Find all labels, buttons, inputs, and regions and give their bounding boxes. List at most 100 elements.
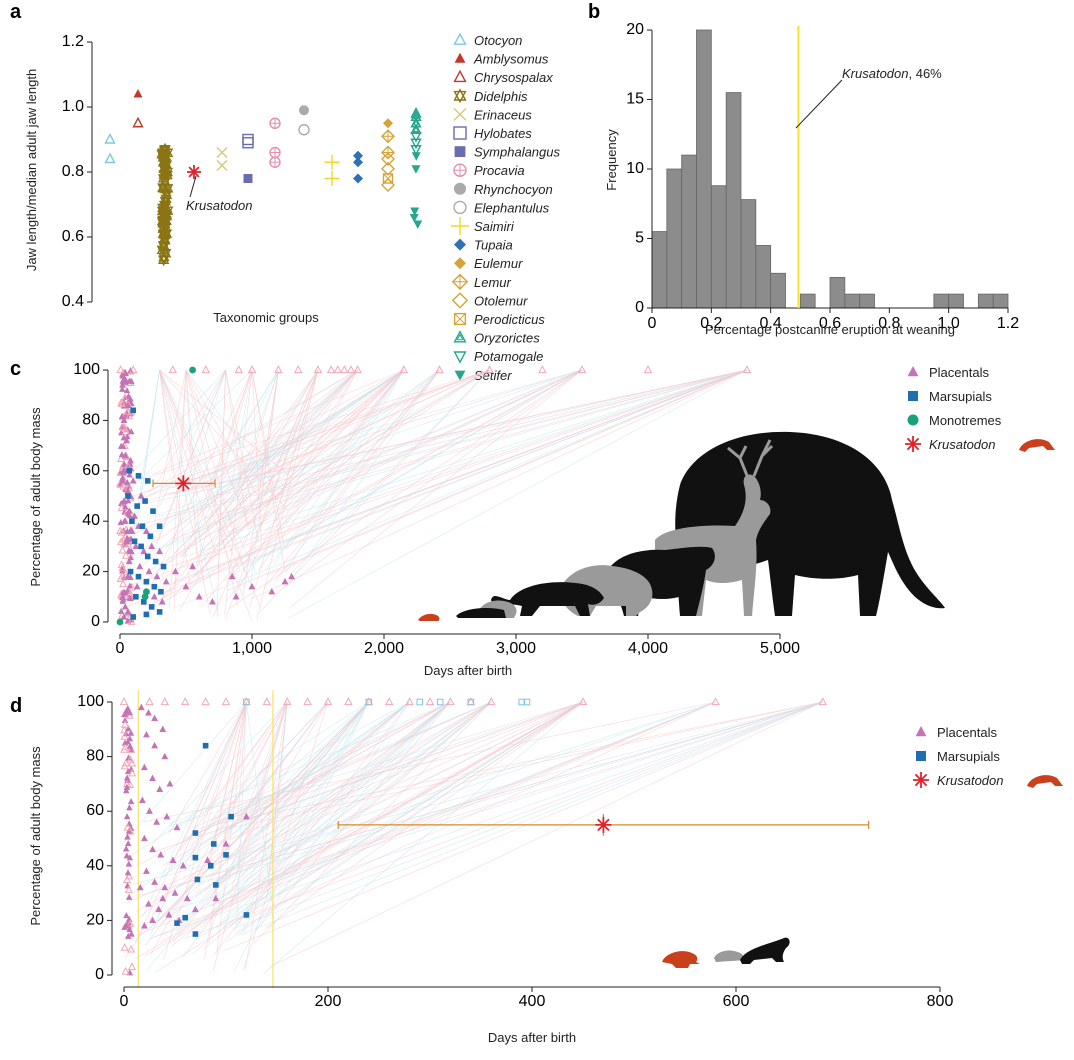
placental-point (128, 930, 135, 937)
marsupial-point (130, 407, 136, 414)
growth-line (225, 369, 259, 543)
placental-point (127, 962, 137, 971)
placental-point (145, 709, 152, 716)
panel-c-x-label: Days after birth (424, 663, 512, 678)
histogram-bar (696, 29, 712, 309)
growth-line (185, 369, 238, 607)
placental-adult-point (145, 697, 154, 706)
growth-line (191, 701, 492, 956)
panel-b-x-tick: 0.4 (760, 315, 782, 332)
growth-line (152, 701, 716, 939)
growth-line (162, 701, 329, 878)
histogram-bar (666, 168, 683, 309)
growth-line (146, 369, 490, 573)
growth-line (224, 369, 253, 615)
growth-line (125, 701, 288, 959)
legend-marker-potamogale (453, 351, 467, 364)
panel-a-y-label: Jaw length/median adult jaw length (24, 69, 39, 271)
data-point-didelphis (159, 182, 171, 196)
growth-line (161, 701, 410, 878)
panel-a-y-tick: 1.0 (62, 98, 84, 115)
growth-line (159, 369, 192, 593)
marsupial-point (134, 503, 140, 509)
growth-line (155, 369, 226, 485)
growth-line (189, 369, 748, 585)
legend-label: Placentals (937, 725, 997, 740)
panel-a-legend: Otocyon Amblysomus Chrysospalax Didelphis Er… (451, 32, 560, 383)
y-tick: 40 (82, 512, 100, 529)
growth-line (254, 701, 716, 916)
marsupial-point (160, 563, 167, 570)
panel-d-silhouettes (662, 937, 790, 968)
growth-line (183, 701, 492, 840)
data-point-setifer (410, 207, 420, 216)
panel-d-points (119, 697, 870, 976)
legend-marker-oryzorictes (453, 330, 467, 343)
panel-b-y-label: Frequency (604, 129, 619, 191)
marsupial-point (130, 614, 136, 620)
panel-b-y-tick: 5 (635, 230, 644, 247)
growth-line (120, 369, 160, 609)
panel-d-vertical-lines (137, 690, 274, 988)
data-point-procavia (269, 156, 281, 168)
growth-line (159, 369, 252, 621)
placental-point (151, 741, 159, 749)
marsupials-legend-icon (908, 391, 918, 401)
growth-line (256, 369, 319, 620)
growth-line (208, 701, 451, 887)
placental-adult-point (180, 697, 190, 706)
cheetah-silhouette (491, 582, 604, 616)
growth-line (289, 369, 490, 576)
growth-line (201, 369, 404, 552)
growth-line (172, 369, 405, 597)
growth-line (132, 369, 583, 620)
data-point-perodicticus (382, 173, 394, 184)
placental-point (119, 593, 127, 600)
marsupial-point (182, 914, 188, 921)
legend-label: Amblysomus (473, 52, 549, 67)
data-point-hylobates (242, 133, 254, 146)
growth-line (206, 369, 279, 489)
krusatodon-legend-icon (905, 436, 921, 452)
placental-point (127, 745, 136, 753)
panel-b-x-tick: 0.2 (700, 315, 722, 332)
placental-point (126, 854, 134, 861)
growth-line (206, 701, 329, 907)
marsupial-point (156, 609, 163, 615)
placental-adult-point (340, 365, 349, 374)
placental-point (143, 730, 150, 738)
placental-point (124, 497, 132, 504)
placental-point (124, 932, 132, 939)
growth-line (137, 701, 410, 939)
placental-point (166, 780, 174, 787)
data-point-procavia (269, 146, 281, 159)
growth-line (232, 701, 823, 930)
placental-adult-point (486, 697, 496, 706)
legend-item-oryzorictes: Oryzorictes (453, 330, 540, 346)
growth-line (176, 369, 490, 545)
marsupial-adult-point (467, 698, 475, 706)
legend-marker-otocyon (453, 32, 467, 45)
marsupial-point (156, 523, 163, 530)
placental-point (125, 557, 133, 565)
placental-point (121, 966, 130, 975)
placental-point (125, 547, 132, 554)
placental-point (118, 571, 127, 580)
placental-point (145, 900, 152, 907)
x-tick: 3,000 (496, 640, 536, 657)
legend-label: Chrysospalax (474, 70, 553, 85)
placental-point (171, 889, 179, 896)
data-point-elephantulus (298, 124, 310, 136)
krusatodon-legend-silhouette (1027, 775, 1063, 788)
growth-line (266, 701, 288, 896)
growth-line (276, 701, 823, 873)
placental-adult-point (323, 697, 333, 706)
placental-point (159, 725, 167, 732)
data-point-didelphis (161, 165, 174, 179)
legend-label: Saimiri (474, 219, 515, 234)
placental-adult-point (346, 365, 356, 374)
growth-line (142, 369, 748, 505)
panel-d-x-label: Days after birth (488, 1030, 576, 1045)
legend-item-monotremes: Monotremes (907, 413, 1002, 428)
placental-point (126, 742, 134, 749)
